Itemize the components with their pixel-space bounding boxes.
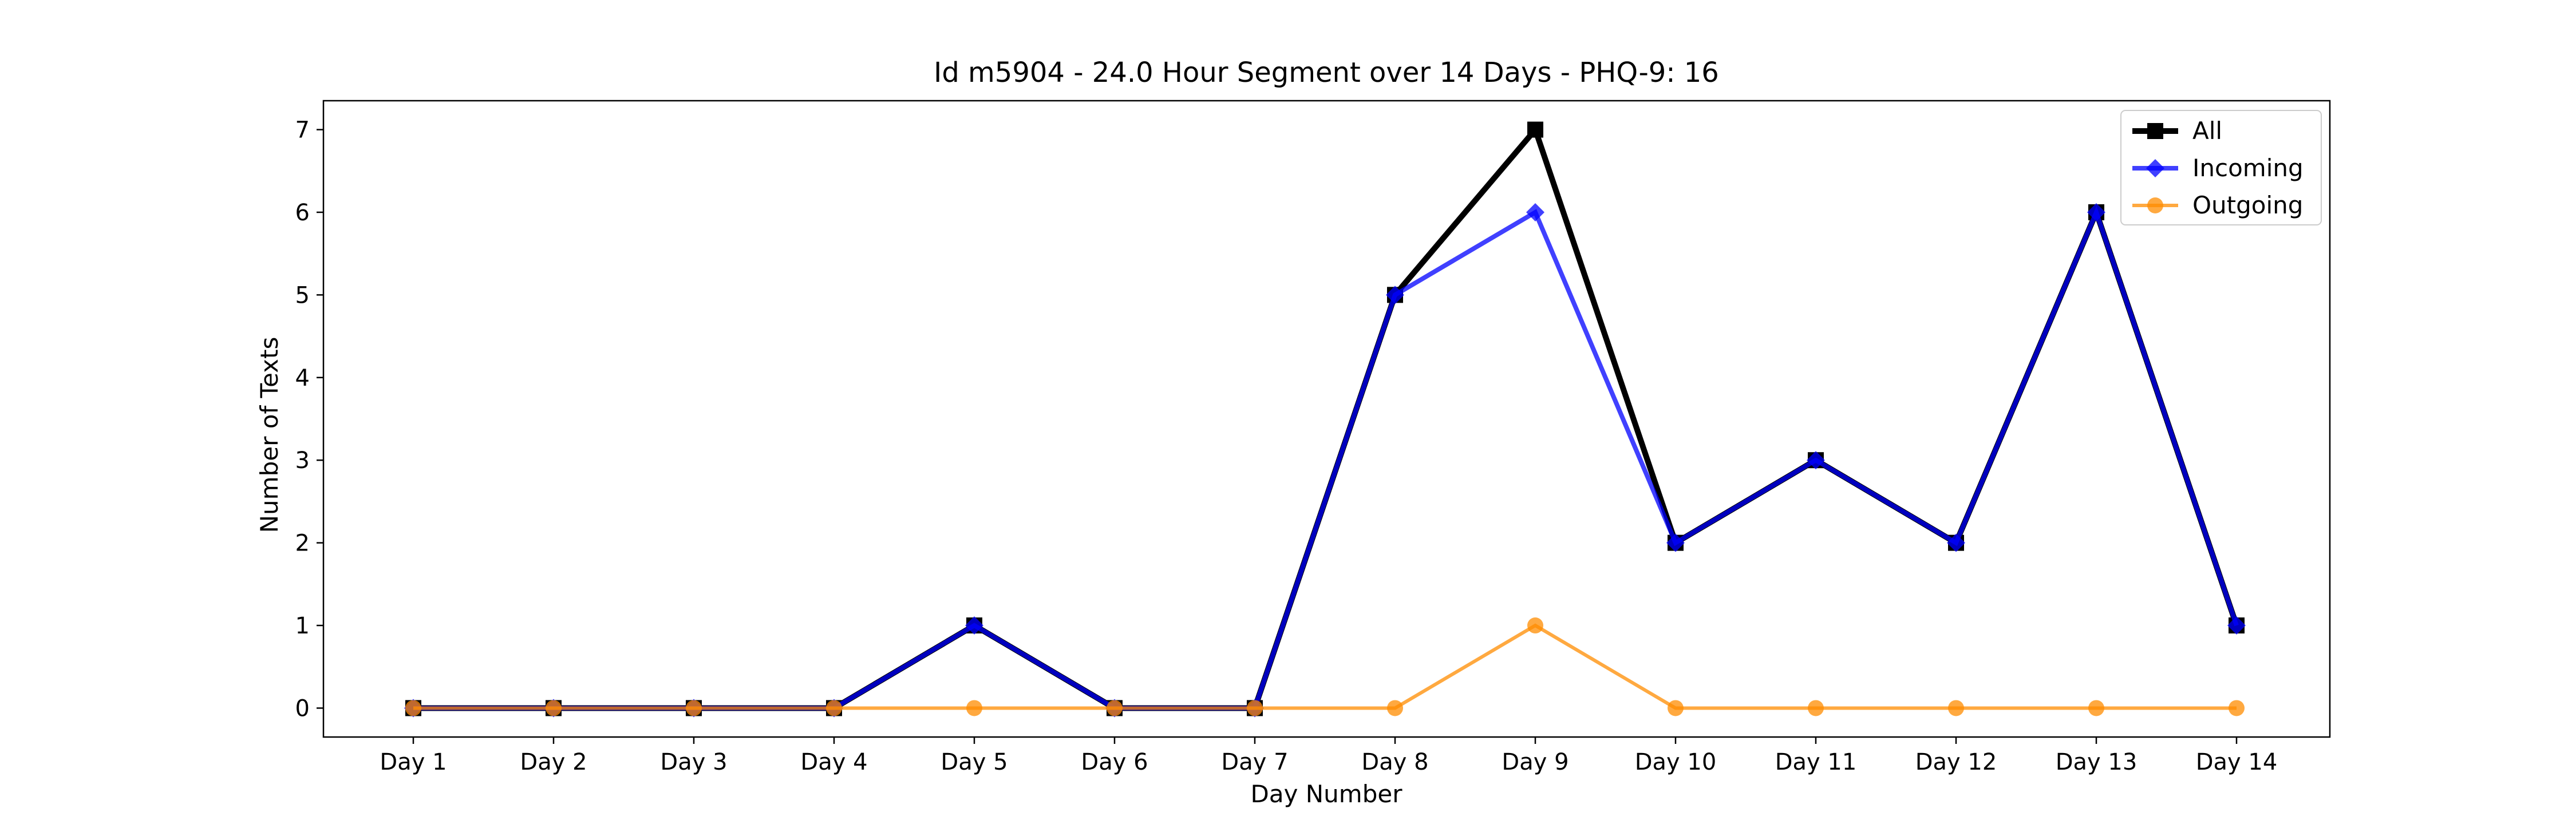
x-axis-label: Day Number [1250, 780, 1402, 808]
data-point-incoming [965, 616, 983, 635]
y-tick-label: 1 [295, 613, 310, 639]
y-tick-label: 6 [295, 200, 310, 226]
plot-area: Day 1 Day 2 Day 3 Day 4 Day 5 Day 6 Day 7 Day 8… [295, 100, 2331, 775]
x-tick-label: Day 13 [2056, 749, 2138, 775]
x-tick-label: Day 8 [1361, 749, 1428, 775]
x-tick-label: Day 12 [1915, 749, 1997, 775]
y-tick-label: 5 [295, 282, 310, 308]
data-point-outgoing [1527, 617, 1543, 634]
y-tick-label: 2 [295, 530, 310, 557]
data-point-outgoing [1808, 700, 1824, 716]
legend-marker-all [2147, 123, 2163, 139]
data-point-outgoing [405, 700, 421, 716]
y-tick-label: 3 [295, 447, 310, 474]
data-point-incoming [1526, 203, 1544, 221]
data-point-outgoing [2229, 700, 2245, 716]
legend-label-outgoing: Outgoing [2192, 191, 2303, 219]
data-point-outgoing [1668, 700, 1684, 716]
data-point-incoming [2227, 616, 2246, 635]
data-point-outgoing [1247, 700, 1263, 716]
axes-frame [322, 100, 2331, 738]
x-tick-label: Day 14 [2196, 749, 2278, 775]
legend-label-all: All [2192, 117, 2222, 145]
data-point-outgoing [966, 700, 982, 716]
y-tick-label: 4 [295, 365, 310, 391]
y-tick-label: 0 [295, 695, 310, 722]
data-point-outgoing [1107, 700, 1123, 716]
data-point-incoming [2087, 203, 2105, 221]
data-point-incoming [1947, 533, 1965, 552]
x-tick-label: Day 9 [1502, 749, 1568, 775]
data-point-outgoing [2088, 700, 2104, 716]
data-point-all [1527, 121, 1543, 138]
legend: All Incoming Outgoing [2120, 110, 2322, 225]
legend-box [2120, 110, 2322, 225]
chart-title: Id m5904 - 24.0 Hour Segment over 14 Day… [934, 57, 1719, 89]
x-tick-label: Day 6 [1081, 749, 1148, 775]
legend-marker-incoming [2146, 159, 2164, 177]
x-tick-label: Day 7 [1221, 749, 1288, 775]
x-tick-label: Day 11 [1775, 749, 1857, 775]
data-point-outgoing [546, 700, 562, 716]
data-point-incoming [1666, 533, 1685, 552]
data-point-incoming [1807, 451, 1825, 470]
legend-label-incoming: Incoming [2192, 154, 2304, 182]
data-point-incoming [1386, 286, 1404, 304]
x-tick-label: Day 4 [800, 749, 867, 775]
legend-marker-outgoing [2147, 197, 2163, 213]
x-tick-label: Day 3 [660, 749, 727, 775]
data-point-outgoing [1387, 700, 1403, 716]
data-point-outgoing [1948, 700, 1964, 716]
x-tick-label: Day 5 [941, 749, 1008, 775]
data-point-outgoing [686, 700, 702, 716]
x-tick-label: Day 2 [520, 749, 587, 775]
series-line-outgoing [413, 623, 2237, 710]
y-tick-label: 7 [295, 117, 310, 144]
x-tick-label: Day 10 [1635, 749, 1717, 775]
x-tick-label: Day 1 [380, 749, 447, 775]
data-point-outgoing [826, 700, 842, 716]
y-axis-label: Number of Texts [255, 337, 283, 533]
